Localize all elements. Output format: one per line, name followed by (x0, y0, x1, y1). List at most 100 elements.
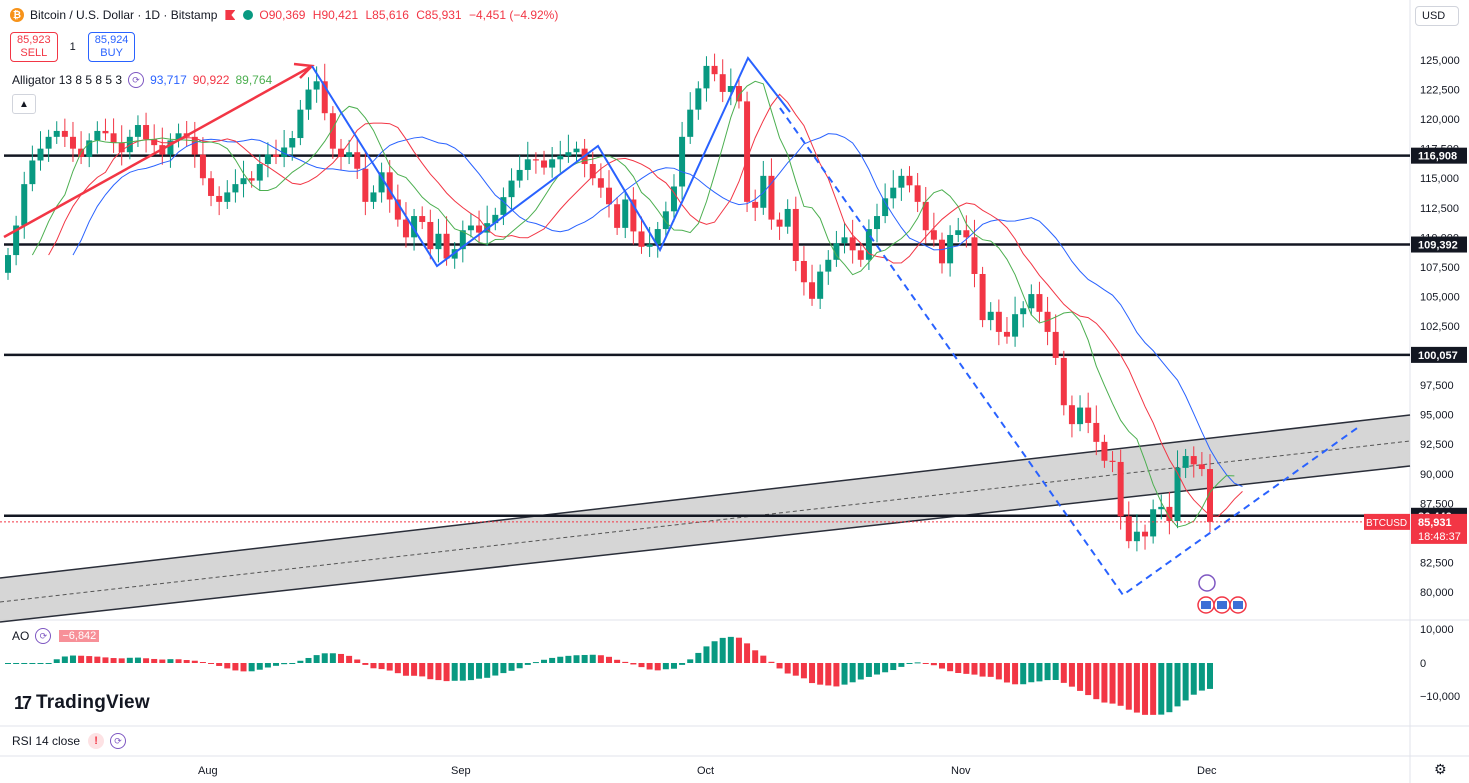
candle-body (61, 130, 68, 137)
candle-body (240, 178, 247, 185)
candle-body (1133, 531, 1140, 542)
ao-bar (703, 646, 710, 663)
collapse-legend-button[interactable]: ▲ (12, 94, 36, 114)
ao-bar (232, 663, 239, 671)
candle-body (971, 237, 978, 274)
candle-body (232, 184, 239, 193)
ao-bar (1190, 663, 1197, 695)
candle-body (1117, 461, 1124, 517)
symbol-title[interactable]: Bitcoin / U.S. Dollar · 1D · Bitstamp (30, 8, 218, 22)
currency-select[interactable]: USD (1415, 6, 1459, 26)
ao-bar (890, 663, 897, 671)
candle-body (906, 175, 913, 186)
ao-bar (1166, 663, 1173, 713)
ao-bar (435, 663, 442, 681)
candle-body (1068, 405, 1075, 425)
warning-icon[interactable]: ! (88, 733, 105, 749)
alligator-legend[interactable]: Alligator 13 8 5 8 5 3 ⟳ 93,717 90,922 8… (12, 72, 272, 88)
sell-label: SELL (20, 47, 48, 59)
spread-value: 1 (69, 41, 76, 53)
ao-bar (476, 663, 483, 679)
ao-bar (199, 662, 206, 664)
ao-bar (1125, 663, 1132, 710)
indicator-settings-icon[interactable]: ⟳ (128, 72, 145, 88)
candle-body (727, 86, 734, 92)
candle-body (646, 244, 653, 247)
last-price-label: 85,931 (1418, 517, 1452, 529)
candle-body (857, 250, 864, 260)
time-tick-label: Oct (697, 765, 714, 777)
candle-body (1207, 469, 1213, 522)
candle-body (354, 152, 361, 169)
candle-body (134, 125, 141, 137)
ao-bar (987, 663, 994, 677)
candle-body (760, 175, 767, 208)
candle-body (768, 175, 775, 220)
alligator-teeth-line (48, 93, 1243, 517)
candle-body (1182, 456, 1189, 468)
candle-body (419, 216, 426, 222)
candle-body (549, 159, 556, 168)
candle-body (386, 172, 393, 200)
ao-bar (597, 655, 604, 663)
candle-body (979, 273, 986, 321)
candle-body (476, 225, 483, 233)
ao-bar (638, 663, 645, 668)
last-price-tag (1411, 513, 1467, 544)
candle-body (947, 234, 954, 264)
candle-body (800, 260, 807, 283)
ao-bar (565, 655, 572, 663)
price-tick-label: 122,500 (1420, 85, 1460, 97)
candle-body (329, 113, 336, 149)
red-trendline (3, 64, 313, 239)
ao-bar (606, 656, 612, 663)
candle-body (565, 152, 572, 156)
ao-bar (110, 658, 117, 663)
ao-bar (86, 656, 93, 663)
ao-bar (1093, 663, 1100, 700)
candle-body (541, 160, 548, 168)
price-tick-label: 107,500 (1420, 262, 1460, 274)
rsi-legend[interactable]: RSI 14 close ! ⟳ (12, 733, 132, 749)
candle-body (516, 169, 523, 181)
candle-body (825, 259, 832, 272)
ao-settings-icon[interactable]: ⟳ (35, 628, 52, 644)
ao-bar (1012, 663, 1019, 685)
candle-body (638, 231, 645, 247)
candle-body (606, 187, 612, 205)
candle-body (1142, 531, 1149, 537)
ao-bar (183, 660, 190, 663)
gear-icon[interactable]: ⚙ (1434, 761, 1447, 777)
buy-button[interactable]: 85,924 BUY (87, 32, 136, 62)
candle-body (69, 136, 76, 149)
price-tick-label: 102,500 (1420, 321, 1460, 333)
ao-bar (906, 663, 913, 664)
candle-body (224, 192, 231, 202)
ao-bar (13, 663, 20, 664)
rsi-settings-icon[interactable]: ⟳ (110, 733, 127, 749)
us-flag-icon (1217, 601, 1227, 609)
candle-body (305, 89, 312, 110)
ao-bar (216, 663, 223, 666)
ao-bar (825, 663, 832, 686)
ao-bar (1142, 663, 1149, 715)
ao-legend[interactable]: AO ⟳ −6,842 (12, 628, 100, 644)
flag-icon[interactable] (225, 10, 236, 20)
candle-body (898, 175, 905, 188)
candle-body (589, 164, 596, 179)
buy-price: 85,924 (94, 34, 129, 46)
sell-button[interactable]: 85,923 SELL (10, 32, 58, 62)
ao-bar (305, 657, 312, 663)
ao-bar (1207, 663, 1213, 689)
ao-bar (1068, 663, 1075, 687)
level-tag (1411, 147, 1467, 164)
ao-bar (809, 663, 816, 684)
ao-bar (78, 655, 85, 663)
candle-body (679, 136, 686, 187)
candle-body (175, 133, 182, 141)
ao-bar (256, 663, 263, 670)
ao-bar (914, 662, 921, 664)
ao-bar (264, 663, 271, 668)
tradingview-logo[interactable]: 17 TradingView (14, 692, 150, 714)
